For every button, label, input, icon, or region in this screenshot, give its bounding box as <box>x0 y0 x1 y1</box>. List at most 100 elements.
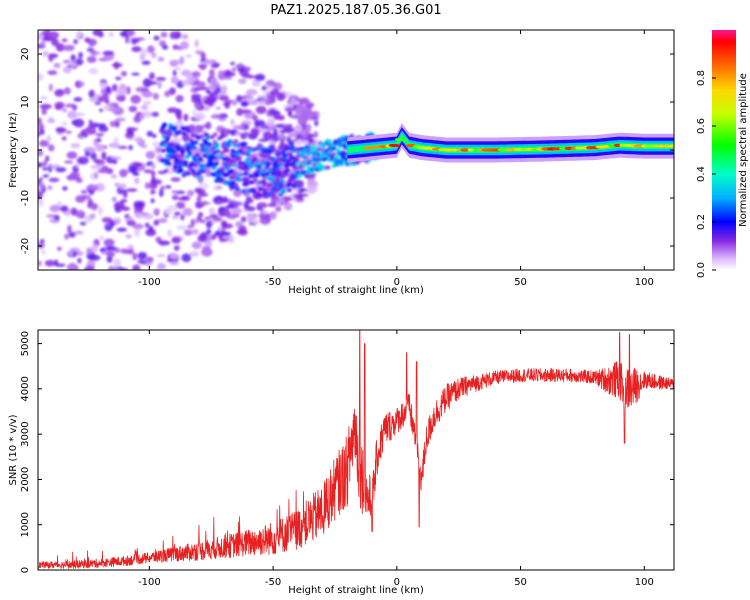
heatmap-cell <box>108 106 119 113</box>
heatmap-cell <box>260 172 266 177</box>
heatmap-cell <box>244 131 250 136</box>
heatmap-cell <box>242 145 248 150</box>
heatmap-cell <box>306 102 315 109</box>
heatmap-cell <box>337 143 343 148</box>
heatmap-cell <box>147 45 155 54</box>
heatmap-cell <box>200 130 208 134</box>
heatmap-cell <box>158 240 171 246</box>
heatmap-cell <box>119 183 127 190</box>
colorbar-tick-label: 0.6 <box>696 118 707 134</box>
heatmap-cell <box>47 70 58 76</box>
heatmap-cell <box>38 260 42 267</box>
heatmap-cell <box>47 31 60 39</box>
heatmap-cell <box>231 159 237 164</box>
heatmap-cell <box>84 265 95 270</box>
x-tick-label: -100 <box>138 277 161 288</box>
heatmap-cell <box>80 189 88 194</box>
heatmap-cell <box>291 184 297 189</box>
heatmap-cell <box>134 136 143 143</box>
heatmap-cell <box>193 104 202 109</box>
heatmap-cell <box>245 157 251 162</box>
heatmap-cell <box>70 142 81 149</box>
heatmap-cell <box>287 133 299 138</box>
heatmap-cell <box>169 260 179 266</box>
x-tick-label: 100 <box>635 577 654 588</box>
heatmap-cell <box>217 172 223 177</box>
heatmap-cell <box>86 48 94 52</box>
heatmap-cell <box>270 176 276 181</box>
heatmap-cell <box>113 258 122 268</box>
heatmap-cell <box>245 160 251 165</box>
heatmap-cell <box>48 53 54 63</box>
heatmap-cell <box>145 228 157 237</box>
heatmap-cell <box>341 151 347 156</box>
heatmap-cell <box>175 201 186 209</box>
x-tick-label: -50 <box>265 577 281 588</box>
heatmap-cell <box>194 187 204 194</box>
heatmap-cell <box>105 85 111 94</box>
heatmap-cell <box>205 89 212 94</box>
heatmap-cell <box>120 248 128 254</box>
heatmap-cell <box>73 97 83 102</box>
heatmap-cell <box>212 156 218 161</box>
heatmap-cell <box>148 225 154 233</box>
heatmap-cell <box>40 40 46 46</box>
heatmap-cell <box>285 158 291 163</box>
heatmap-cell <box>270 196 281 204</box>
heatmap-cell <box>301 139 309 145</box>
heatmap-cell <box>38 32 44 41</box>
heatmap-cell <box>191 71 201 78</box>
heatmap-cell <box>200 169 206 174</box>
heatmap-cell <box>217 226 223 232</box>
heatmap-cell <box>211 165 217 170</box>
heatmap-cell <box>169 59 181 65</box>
x-tick-label: 0 <box>394 577 400 588</box>
heatmap-cell <box>148 182 158 190</box>
heatmap-cell <box>253 219 261 225</box>
heatmap-cell <box>209 135 215 140</box>
heatmap-cell <box>64 233 70 240</box>
heatmap-cell <box>294 157 300 162</box>
heatmap-cell <box>172 164 178 169</box>
heatmap-cell <box>282 126 295 134</box>
heatmap-cell <box>205 121 212 130</box>
heatmap-cell <box>203 99 214 105</box>
heatmap-cell <box>88 89 95 98</box>
spectrogram-x-axis-label: Height of straight line (km) <box>288 285 424 296</box>
heatmap-cell <box>167 107 178 114</box>
heatmap-cell <box>152 92 160 100</box>
heatmap-cell <box>162 143 168 148</box>
heatmap-cell <box>277 92 286 101</box>
heatmap-cell <box>98 206 103 215</box>
heatmap-cell <box>176 112 182 121</box>
heatmap-cell <box>85 130 97 135</box>
heatmap-cell <box>193 87 201 92</box>
heatmap-cell <box>305 123 312 132</box>
heatmap-cell <box>38 117 43 125</box>
heatmap-cell <box>90 202 98 211</box>
heatmap-cell <box>110 173 118 179</box>
heatmap-cell <box>231 163 237 168</box>
heatmap-cell <box>126 30 136 37</box>
heatmap-cell <box>184 155 190 160</box>
heatmap-cell <box>208 207 216 215</box>
heatmap-cell <box>180 152 186 157</box>
heatmap-cell <box>150 52 157 59</box>
heatmap-cell <box>140 104 148 111</box>
heatmap-cell <box>74 210 85 218</box>
heatmap-cell <box>234 152 240 157</box>
heatmap-cell <box>191 93 202 100</box>
heatmap-cell <box>199 134 205 139</box>
heatmap-cell <box>240 216 247 223</box>
heatmap-cell <box>335 148 341 153</box>
heatmap-cell <box>205 168 212 178</box>
heatmap-cell <box>70 54 76 62</box>
heatmap-cell <box>132 252 138 261</box>
heatmap-cell <box>195 200 203 209</box>
heatmap-cell <box>255 100 266 105</box>
heatmap-cell <box>38 241 45 249</box>
heatmap-cell <box>182 207 193 217</box>
heatmap-cell <box>99 108 104 112</box>
heatmap-cell <box>168 87 176 96</box>
heatmap-cell <box>173 211 181 216</box>
